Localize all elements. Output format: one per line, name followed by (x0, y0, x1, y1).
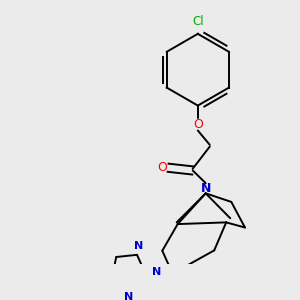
Text: N: N (152, 267, 161, 277)
Text: N: N (134, 241, 143, 251)
Text: O: O (157, 161, 167, 174)
Text: O: O (193, 118, 203, 131)
Text: N: N (200, 182, 211, 195)
Text: N: N (124, 292, 133, 300)
Text: Cl: Cl (192, 15, 204, 28)
